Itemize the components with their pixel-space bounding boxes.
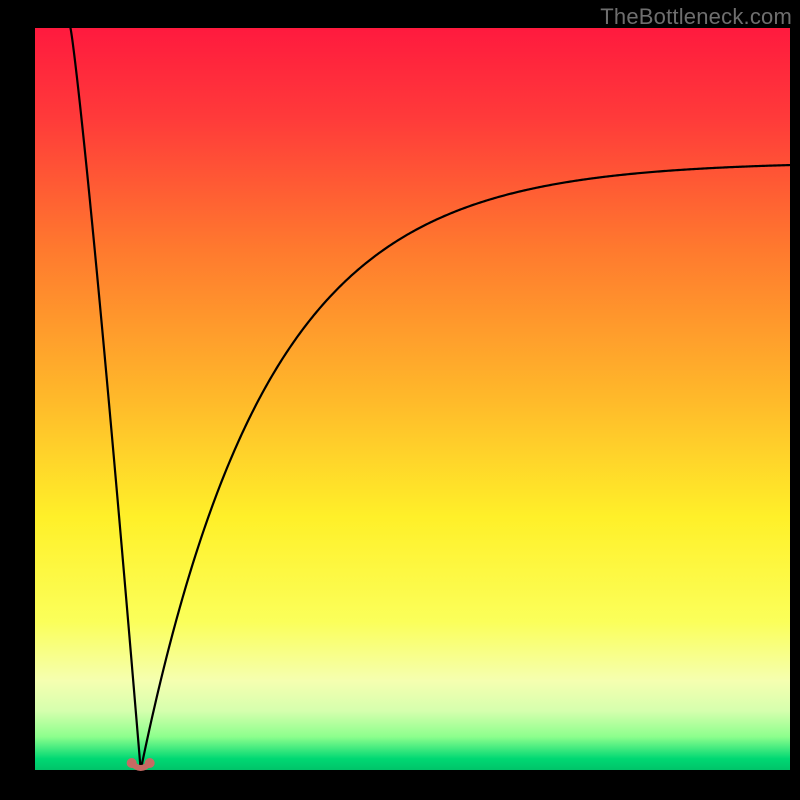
- chart-stage: TheBottleneck.com: [0, 0, 800, 800]
- plot-background-gradient: [35, 28, 790, 770]
- curve-min-dot-right: [145, 758, 155, 768]
- bottleneck-chart-svg: [0, 0, 800, 800]
- curve-min-dot-left: [127, 758, 137, 768]
- watermark-text: TheBottleneck.com: [600, 4, 792, 30]
